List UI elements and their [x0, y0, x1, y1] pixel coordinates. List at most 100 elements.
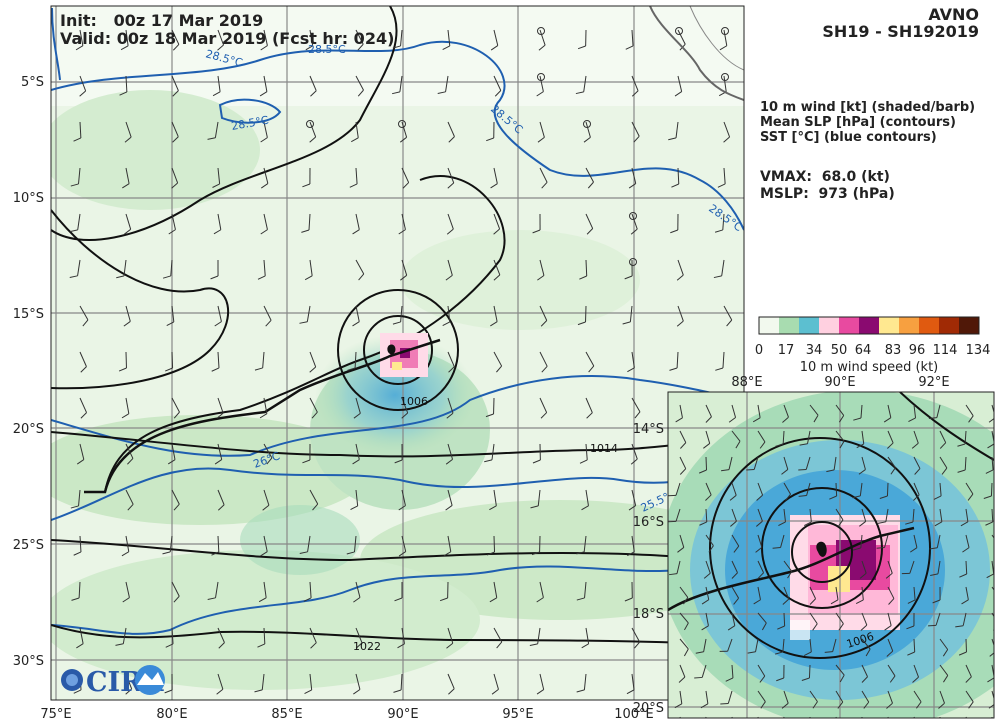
- wind-barb: [217, 213, 222, 230]
- wind-barb: [539, 397, 548, 413]
- wind-barb-flag: [394, 597, 403, 602]
- wind-barb-flag: [674, 91, 682, 97]
- wind-barb-flag: [80, 366, 87, 373]
- wind-barb: [309, 673, 313, 690]
- wind-barb-flag: [855, 599, 864, 604]
- wind-barb: [753, 456, 759, 470]
- wind-barb-flag: [858, 469, 866, 475]
- wind-barb-flag: [347, 367, 356, 371]
- wind-barb: [447, 305, 451, 322]
- wind-barb: [805, 456, 811, 470]
- wind-barb: [493, 213, 501, 230]
- wind-barb: [631, 489, 637, 506]
- coastline: [649, 6, 744, 101]
- wind-barb-flag: [496, 641, 503, 649]
- wind-barb: [679, 638, 689, 650]
- wind-barb: [493, 535, 496, 553]
- wind-barb: [539, 75, 544, 92]
- wind-barb-flag: [713, 275, 722, 279]
- wind-barb: [835, 612, 844, 624]
- wind-barb: [217, 305, 222, 322]
- wind-barb-flag: [886, 650, 894, 657]
- wind-barb: [171, 75, 179, 91]
- wind-barb: [783, 612, 786, 627]
- wind-barb-flag: [759, 441, 766, 449]
- wind-barb: [861, 430, 865, 444]
- wind-barb: [631, 443, 638, 460]
- wind-barb: [832, 638, 837, 652]
- wind-barb-flag: [938, 702, 945, 709]
- wind-barb-flag: [402, 182, 410, 189]
- wind-barb-flag: [265, 319, 272, 327]
- wind-barb-flag: [701, 625, 709, 631]
- wind-barb: [809, 690, 818, 702]
- wind-barb-flag: [772, 547, 781, 549]
- wind-barb: [727, 638, 733, 652]
- wind-barb: [309, 29, 314, 46]
- wind-barb-flag: [358, 273, 365, 281]
- wind-barb: [731, 664, 734, 679]
- wind-barb: [835, 690, 844, 703]
- wind-barb: [731, 586, 740, 599]
- inset-lon-label: 92°E: [918, 375, 949, 390]
- wind-barb-flag: [961, 599, 969, 605]
- wind-barb-flag: [127, 503, 134, 511]
- wind-barb: [171, 213, 176, 230]
- wind-barb-flag: [929, 547, 938, 550]
- wind-barb-flag: [399, 136, 407, 143]
- wind-barb: [125, 535, 130, 552]
- wind-barb: [728, 456, 733, 470]
- colorbar-segment: [959, 317, 980, 334]
- wind-barb: [125, 443, 134, 459]
- wind-barb-flag: [171, 182, 178, 189]
- wind-barb: [835, 404, 845, 416]
- colorbar-ticks: 0 17 34 50 64 83 96 114 134 10 m wind sp…: [755, 343, 991, 375]
- wind-barb-flag: [890, 467, 896, 475]
- wind-barb: [755, 638, 759, 652]
- wind-barb-flag: [491, 688, 499, 695]
- wind-barb: [629, 305, 633, 322]
- lat-label: 10°S: [13, 191, 44, 206]
- inset-wind-barbs: [668, 404, 994, 718]
- wind-barb-flag: [859, 572, 867, 579]
- wind-barb-flag: [391, 91, 401, 95]
- wind-barb-flag: [309, 136, 316, 143]
- inset-lon-label: 90°E: [824, 375, 855, 390]
- wind-barb-flag: [531, 551, 540, 556]
- wind-barb: [887, 638, 894, 652]
- wind-barb-flag: [876, 547, 885, 549]
- wind-barb-flag: [676, 274, 684, 281]
- wind-barb-flag: [442, 321, 451, 327]
- wind-barb-flag: [778, 521, 786, 527]
- wind-barb: [939, 482, 942, 496]
- wind-barb: [833, 456, 837, 470]
- wind-barb: [962, 612, 967, 626]
- inset-lon-label: 88°E: [731, 375, 762, 390]
- wind-barb-flag: [913, 494, 920, 501]
- wind-barb-flag: [634, 641, 641, 649]
- wind-barb-flag: [960, 521, 969, 527]
- wind-barb-flag: [861, 676, 868, 683]
- wind-barb-flag: [776, 677, 784, 682]
- wind-barb-flag: [962, 547, 970, 553]
- wind-barb: [215, 581, 219, 598]
- wind-barb-flag: [985, 469, 994, 474]
- wind-barb: [913, 664, 920, 678]
- wind-barb: [125, 489, 134, 505]
- wind-barb: [79, 351, 87, 367]
- wind-barb: [217, 489, 225, 505]
- wind-barb-flag: [798, 495, 807, 497]
- wind-barb: [964, 430, 967, 445]
- wind-barb: [809, 586, 817, 599]
- wind-barb-flag: [448, 688, 455, 695]
- wind-barb-flag: [393, 689, 402, 693]
- wind-barb: [679, 430, 687, 443]
- wind-barb: [631, 535, 635, 552]
- wind-barb-flag: [214, 459, 222, 465]
- wind-barb-flag: [885, 572, 893, 579]
- wind-barb: [886, 482, 889, 497]
- lat-label: 20°S: [13, 422, 44, 437]
- wind-barb-flag: [799, 443, 808, 446]
- wind-barb: [355, 673, 361, 690]
- wind-barb: [539, 167, 548, 183]
